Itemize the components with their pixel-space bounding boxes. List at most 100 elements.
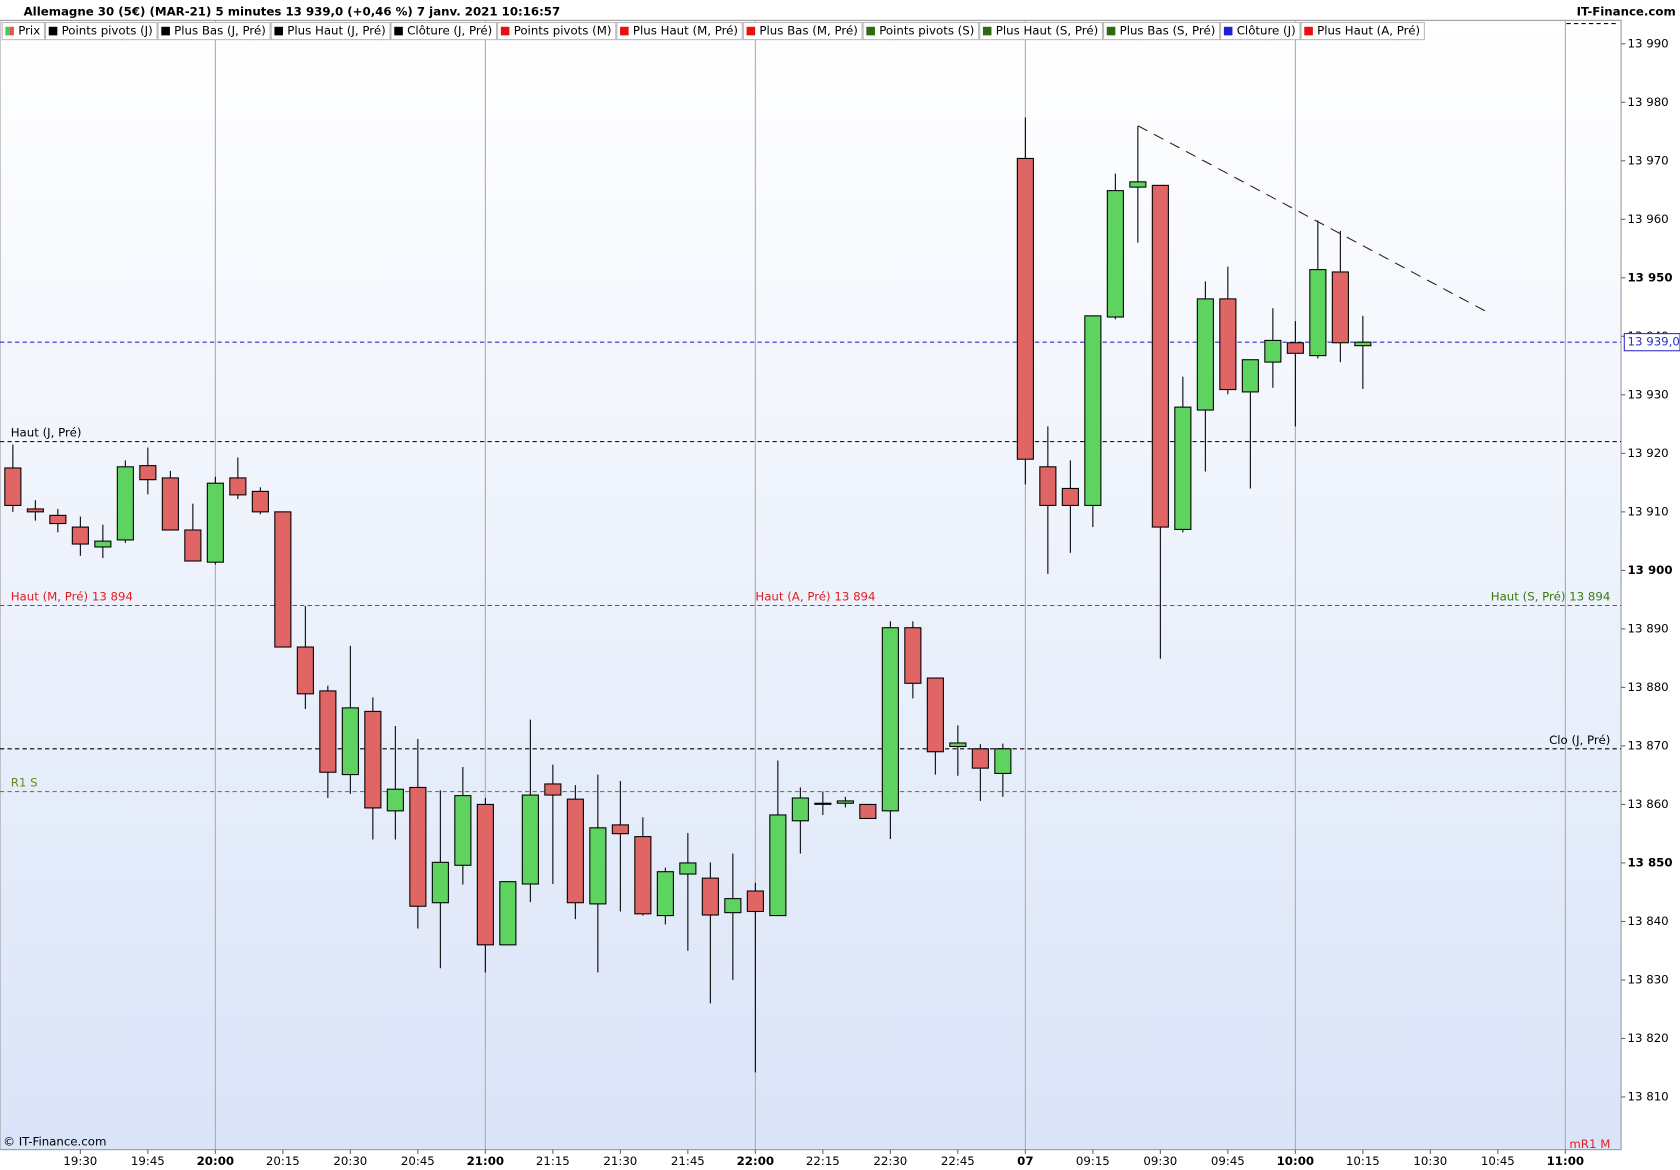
candle-body [814,802,832,805]
candle-body [454,795,472,866]
x-tick-label: 19:45 [131,1154,165,1168]
legend-label: Plus Haut (M, Pré) [633,24,738,38]
candle-body [589,827,607,905]
last-price-box [1623,333,1680,352]
y-tick-label: 13 970 [1628,153,1669,167]
candle-body [364,710,382,809]
level-label: Clo (J, Pré) [1549,733,1610,747]
y-tick-label: 13 920 [1628,446,1669,460]
candle-body [49,514,67,525]
y-tick-label: 13 910 [1628,504,1669,518]
candle-body [296,646,314,695]
footer-note: mR1 M [1569,1137,1610,1151]
candle-body [116,466,134,541]
candle-body [1264,339,1282,363]
candle-body [1241,359,1259,393]
candle-body [409,786,427,907]
candle-body [949,742,967,748]
candle-body [1309,269,1327,357]
legend-label: Points pivots (M) [514,24,612,38]
candle-body [431,861,449,904]
candle-body [904,627,922,684]
legend-item [1300,21,1425,41]
candle-body [94,540,112,548]
legend-item [979,21,1104,41]
candle-body [1061,487,1079,506]
candle-body [4,467,22,506]
candle-body [499,881,517,946]
candle-body [274,511,292,648]
legend-swatch [620,26,629,36]
legend-label: Points pivots (J) [62,24,153,38]
candle-body [251,490,269,513]
candle-body [566,798,584,904]
y-tick-label: 13 960 [1628,212,1669,226]
legend-item [270,21,391,41]
legend-label: Plus Haut (J, Pré) [287,24,385,38]
x-tick-label: 22:15 [806,1154,840,1168]
legend-swatch [274,26,283,36]
candle-body [1039,466,1057,506]
legend-item [742,21,863,41]
legend-swatch [5,26,10,36]
x-tick-label: 10:30 [1413,1154,1447,1168]
legend-item [616,21,743,41]
candle-body [836,800,854,804]
x-tick-label: 20:30 [333,1154,367,1168]
y-tick-label: 13 900 [1628,563,1673,577]
candle-body [634,836,652,915]
level-label: Haut (S, Pré) 13 894 [1491,589,1611,603]
last-price-label: 13 939,0 [1628,335,1680,349]
x-tick-label: 07 [1017,1154,1033,1168]
candle-body [1129,181,1147,188]
x-tick-label: 22:00 [737,1154,774,1168]
x-tick-label: 11:00 [1547,1154,1584,1168]
legend-item [390,21,498,41]
candle-body [859,803,877,819]
legend-swatch [500,26,510,36]
chart-title: Allemagne 30 (5€) (MAR-21) 5 minutes 13 … [24,4,561,18]
trendline [1137,125,1490,314]
candle-body [184,529,202,562]
y-tick-label: 13 930 [1628,387,1669,401]
candle-body [926,677,944,753]
legend-label: Prix [18,24,40,38]
candle-body [1354,341,1372,347]
legend-label: Clôture (J, Pré) [407,24,492,38]
candle-body [341,707,359,776]
x-tick-label: 10:15 [1346,1154,1380,1168]
y-tick-label: 13 980 [1628,95,1669,109]
candle-body [971,748,989,769]
legend-swatch [1223,26,1233,36]
candle-body [746,890,764,913]
x-tick-label: 10:45 [1481,1154,1515,1168]
legend-item [45,21,158,41]
legend-item [862,21,980,41]
candle-body [1106,190,1124,318]
candle-body [611,824,629,835]
plot-area [0,19,1622,1151]
y-tick-label: 13 890 [1628,621,1669,635]
copyright: © IT-Finance.com [3,1135,106,1149]
candle-body [1016,157,1034,460]
candle-body [1196,298,1214,411]
candle-body [1151,184,1169,528]
legend-label: Clôture (J) [1237,24,1296,38]
x-tick-label: 19:30 [63,1154,97,1168]
x-tick-label: 22:30 [873,1154,907,1168]
legend-item [157,21,271,41]
candle-body [206,482,224,563]
legend-item [1103,21,1221,41]
y-tick-label: 13 880 [1628,680,1669,694]
candle-body [521,794,539,885]
y-tick-label: 13 860 [1628,797,1669,811]
candle-body [701,877,719,916]
candle-body [881,627,899,812]
legend-swatch [48,26,58,36]
candle-body [1219,298,1237,391]
candle-body [994,748,1012,774]
y-tick-label: 13 830 [1628,972,1669,986]
candle-body [319,690,337,773]
